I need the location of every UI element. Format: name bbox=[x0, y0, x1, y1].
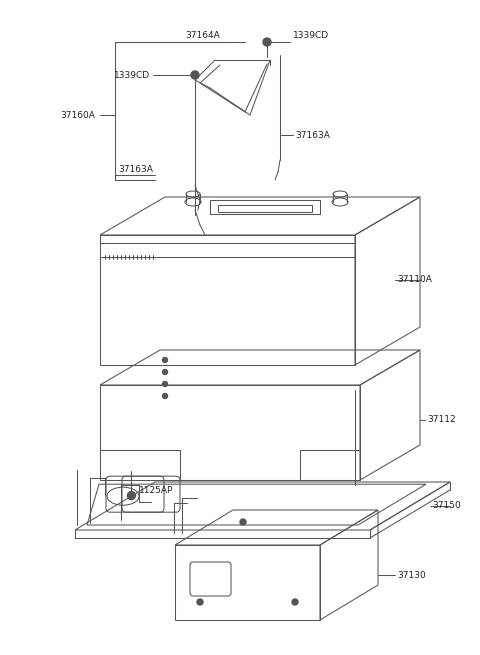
Circle shape bbox=[163, 394, 168, 398]
Circle shape bbox=[163, 369, 168, 375]
Circle shape bbox=[163, 358, 168, 362]
Text: 1339CD: 1339CD bbox=[114, 71, 150, 79]
Text: 1125AP: 1125AP bbox=[139, 486, 174, 495]
Text: 37160A: 37160A bbox=[60, 111, 95, 119]
Text: 37150: 37150 bbox=[432, 502, 461, 510]
Circle shape bbox=[240, 519, 246, 525]
Circle shape bbox=[191, 71, 199, 79]
Text: 37112: 37112 bbox=[427, 415, 456, 424]
Text: 1339CD: 1339CD bbox=[293, 31, 329, 39]
Circle shape bbox=[263, 38, 271, 46]
Circle shape bbox=[197, 599, 203, 605]
Circle shape bbox=[163, 381, 168, 386]
Circle shape bbox=[127, 492, 135, 500]
Text: 37110A: 37110A bbox=[397, 276, 432, 284]
Text: 37163A: 37163A bbox=[118, 166, 153, 174]
Text: 37130: 37130 bbox=[397, 571, 426, 580]
Circle shape bbox=[292, 599, 298, 605]
Text: 37164A: 37164A bbox=[185, 31, 220, 39]
Text: 37163A: 37163A bbox=[295, 130, 330, 140]
